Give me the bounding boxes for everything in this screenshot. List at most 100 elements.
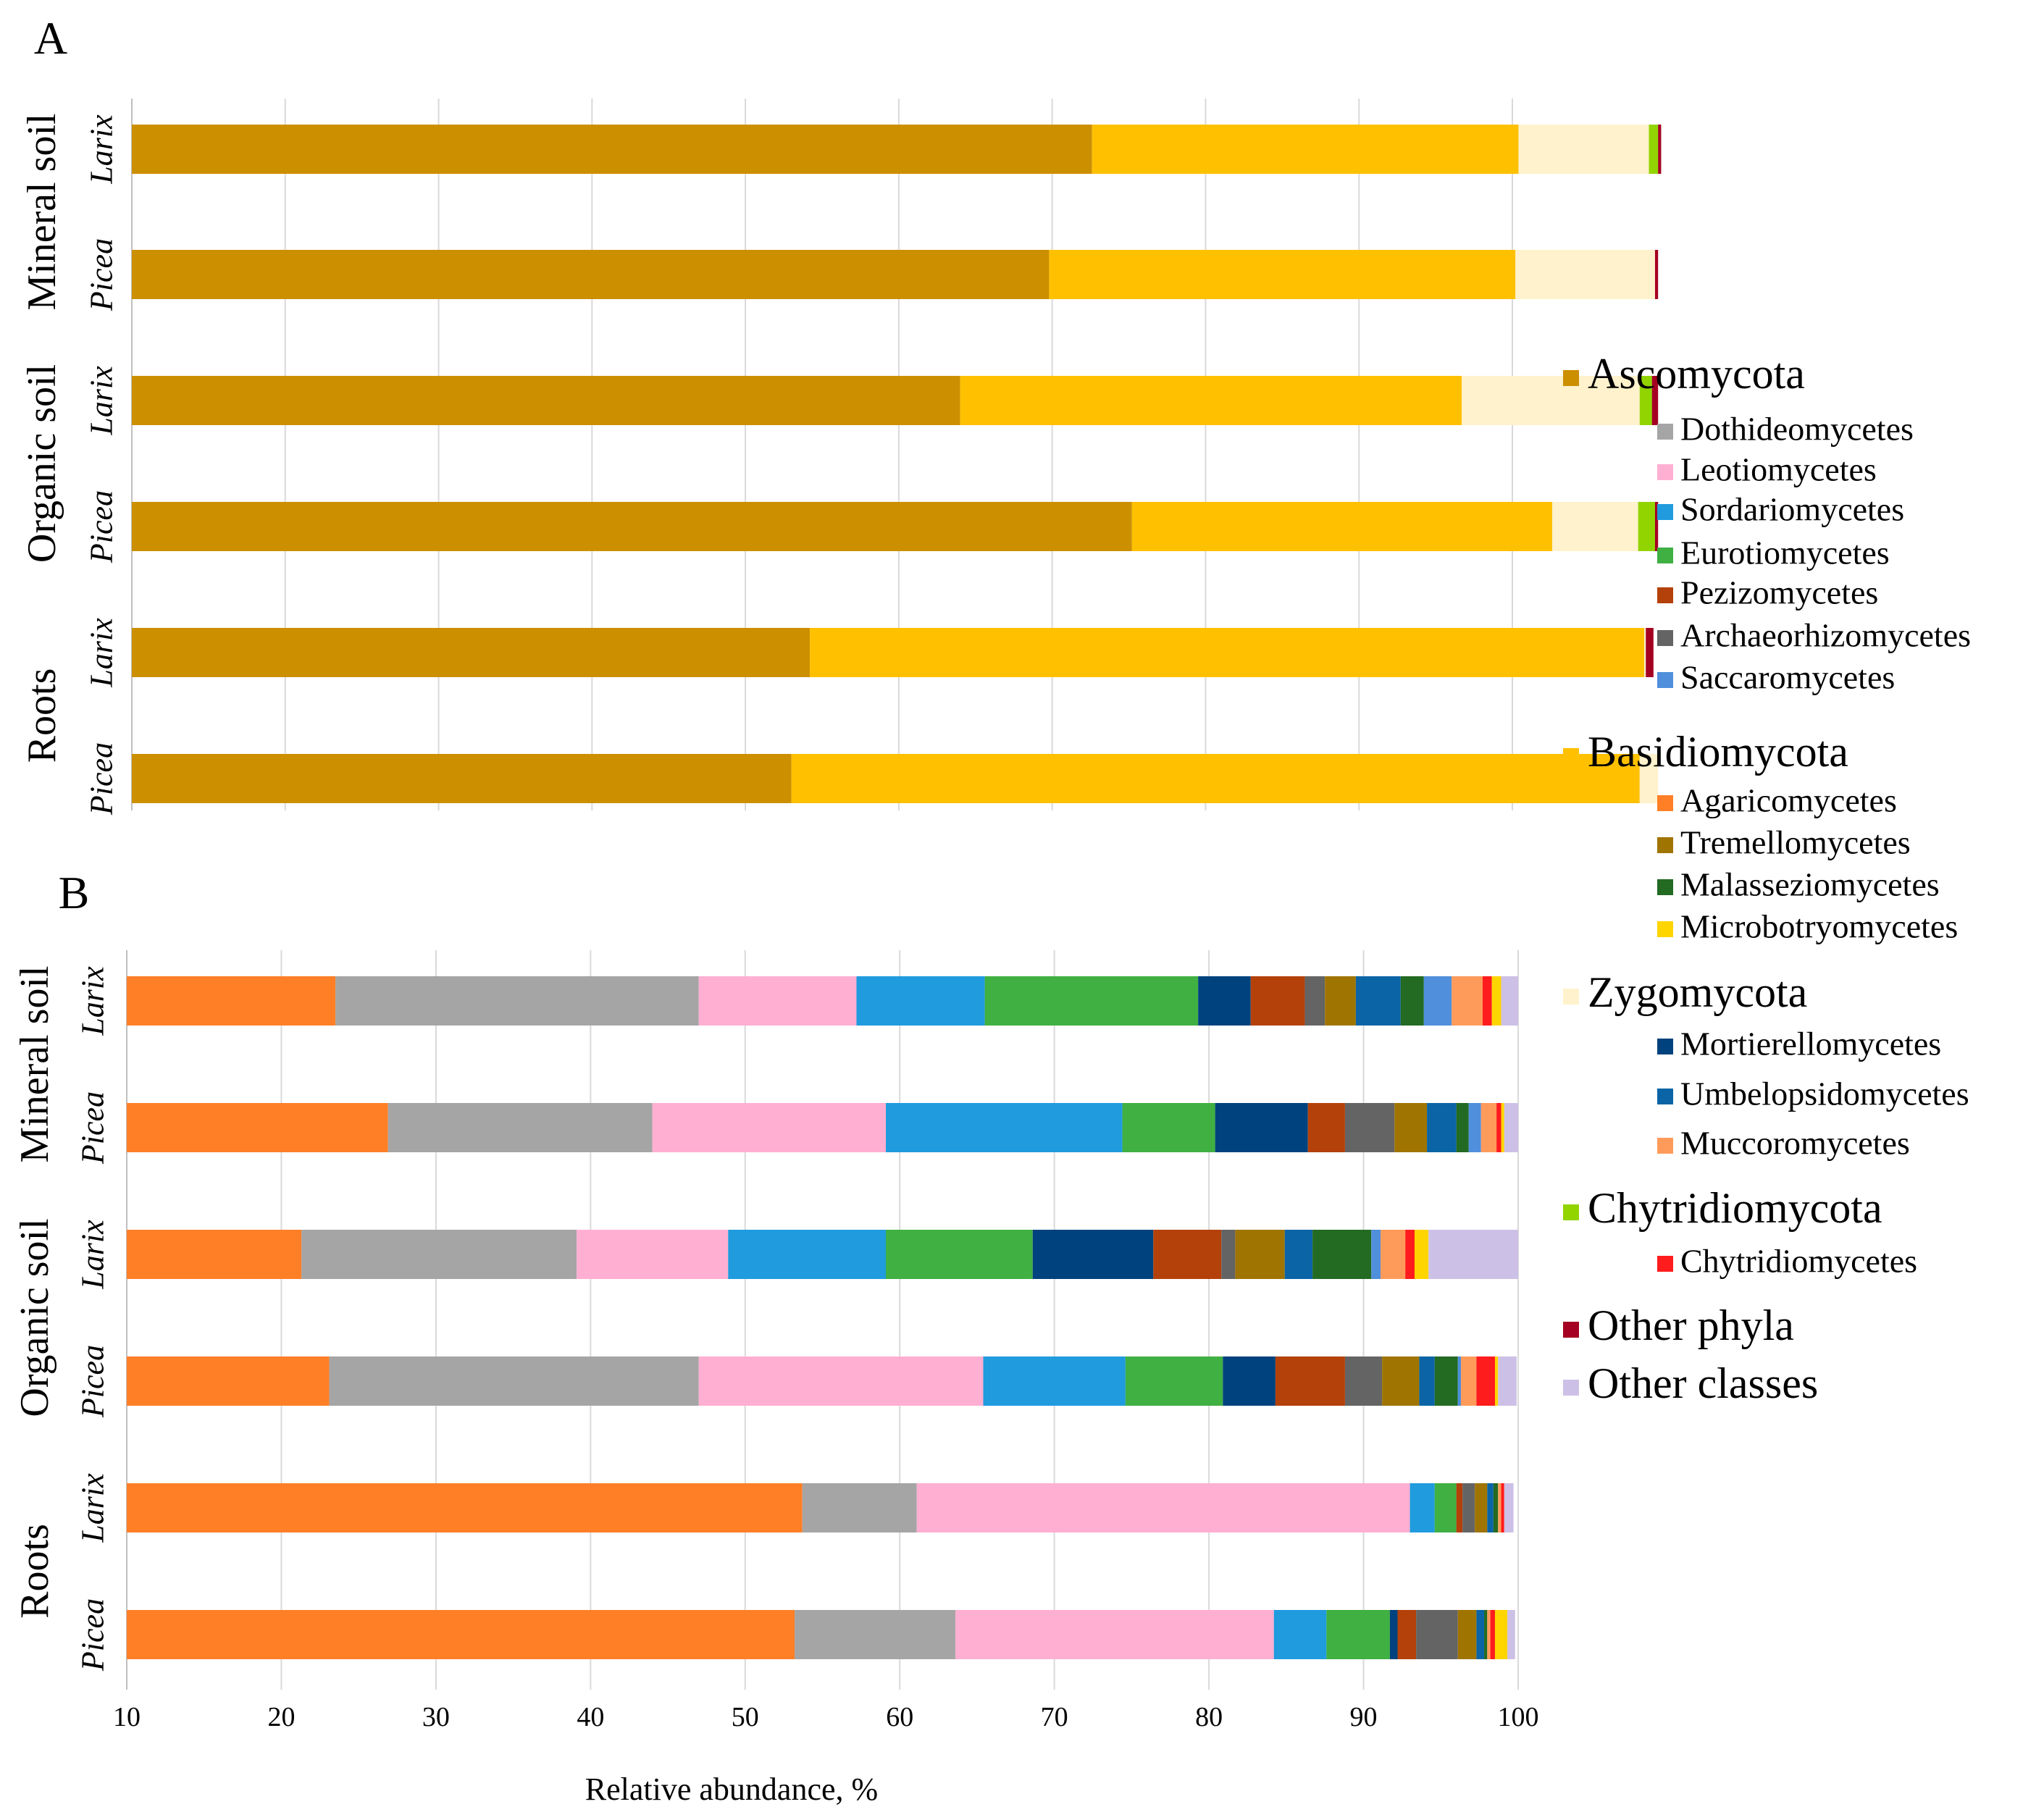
legend-label-archaeorhizomycetes: Archaeorhizomycetes xyxy=(1680,617,1971,654)
x-tick-label: 60 xyxy=(886,1702,913,1732)
bar-segment-mortierellomycetes xyxy=(1198,976,1251,1026)
bar-segment-other-phyla xyxy=(1651,376,1659,425)
bar-segment-other-phyla xyxy=(1646,628,1654,677)
bar-segment-zygomycota xyxy=(1462,376,1640,425)
bar-label-larix: Larix xyxy=(84,618,120,688)
legend-label-leotiomycetes: Leotiomycetes xyxy=(1680,451,1877,488)
bar-segment-tremellomycetes xyxy=(1475,1483,1488,1532)
legend-label-muccoromycetes: Muccoromycetes xyxy=(1680,1125,1910,1162)
x-tick-label: 80 xyxy=(1195,1702,1223,1732)
bar-segment-ascomycota xyxy=(132,250,1050,299)
x-tick-label: 10 xyxy=(113,1702,141,1732)
bar-label-larix: Larix xyxy=(84,366,120,436)
legend-swatch-dothideomycetes xyxy=(1657,424,1673,440)
group-label-roots: Roots xyxy=(12,1524,57,1619)
legend-swatch-ascomycota xyxy=(1563,370,1579,386)
legend-label-dothideomycetes: Dothideomycetes xyxy=(1680,411,1914,448)
legend-label-chytridiomycetes: Chytridiomycetes xyxy=(1680,1243,1917,1280)
legend-swatch-eurotiomycetes xyxy=(1657,548,1673,563)
bar-segment-ascomycota xyxy=(132,125,1092,174)
bar-segment-dothideomycetes xyxy=(795,1610,956,1659)
bar-segment-eurotiomycetes xyxy=(984,976,1199,1026)
bar-segment-basidiomycota xyxy=(1049,250,1516,299)
legend-swatch-other-classes xyxy=(1563,1380,1579,1396)
group-label-mineral-soil: Mineral soil xyxy=(12,965,57,1162)
bar-segment-malasseziomycetes xyxy=(1456,1103,1469,1152)
bar-segment-eurotiomycetes xyxy=(1434,1483,1457,1532)
legend: Ascomycota DothideomycetesLeotiomycetesSo… xyxy=(1563,350,1971,1407)
bar-segment-malasseziomycetes xyxy=(1400,976,1424,1026)
bar-segment-umbelopsidomycetes xyxy=(1476,1610,1485,1659)
bar-segment-zygomycota xyxy=(1515,250,1655,299)
bar-segment-muccoromycetes xyxy=(1487,1610,1491,1659)
bar-segment-muccoromycetes xyxy=(1461,1356,1477,1406)
legend-label-ascomycota: Ascomycota xyxy=(1588,350,1805,398)
bar-segment-other-classes xyxy=(1504,1483,1514,1532)
legend-swatch-muccoromycetes xyxy=(1657,1138,1673,1154)
legend-swatch-leotiomycetes xyxy=(1657,464,1673,480)
bar-segment-zygomycota xyxy=(1644,628,1646,677)
legend-label-chytridiomycota: Chytridiomycota xyxy=(1588,1184,1882,1232)
bar-label-larix: Larix xyxy=(75,1220,111,1290)
bar-segment-chytridiomycetes xyxy=(1501,1483,1504,1532)
bar-segment-muccoromycetes xyxy=(1452,976,1483,1026)
bar-segment-chytridiomycota xyxy=(1649,125,1659,174)
bar-segment-malasseziomycetes xyxy=(1484,1610,1488,1659)
bar-segment-agaricomycetes xyxy=(127,1610,795,1659)
bar-segment-sordariomycetes xyxy=(1273,1610,1327,1659)
bar-segment-basidiomycota xyxy=(1092,125,1519,174)
bar-segment-malasseziomycetes xyxy=(1493,1483,1499,1532)
bar-segment-tremellomycetes xyxy=(1235,1230,1285,1279)
legend-label-sordariomycetes: Sordariomycetes xyxy=(1680,491,1904,528)
bar-segment-dothideomycetes xyxy=(329,1356,699,1406)
bar-segment-malasseziomycetes xyxy=(1312,1230,1372,1279)
legend-label-agaricomycetes: Agaricomycetes xyxy=(1680,782,1897,819)
legend-swatch-basidiomycota xyxy=(1563,748,1579,764)
bar-segment-zygomycota xyxy=(1518,125,1649,174)
legend-swatch-tremellomycetes xyxy=(1657,837,1673,853)
bar-segment-other-phyla xyxy=(1654,502,1659,551)
bar-segment-dothideomycetes xyxy=(388,1103,653,1152)
bar-segment-other-phyla xyxy=(1654,250,1659,299)
legend-label-eurotiomycetes: Eurotiomycetes xyxy=(1680,534,1890,571)
legend-swatch-mortierellomycetes xyxy=(1657,1039,1673,1054)
bar-segment-tremellomycetes xyxy=(1325,976,1356,1026)
legend-swatch-chytridiomycota xyxy=(1563,1204,1579,1220)
bar-segment-umbelopsidomycetes xyxy=(1487,1483,1494,1532)
group-label-roots: Roots xyxy=(20,668,64,763)
bar-segment-dothideomycetes xyxy=(335,976,699,1026)
bar-segment-eurotiomycetes xyxy=(886,1230,1033,1279)
bar-segment-muccoromycetes xyxy=(1381,1230,1406,1279)
bar-label-larix: Larix xyxy=(84,114,120,185)
bar-segment-leotiomycetes xyxy=(652,1103,887,1152)
bar-segment-tremellomycetes xyxy=(1394,1103,1428,1152)
bar-segment-pezizomycetes xyxy=(1275,1356,1345,1406)
legend-swatch-microbotryomycetes xyxy=(1657,921,1673,937)
legend-label-other-phyla: Other phyla xyxy=(1588,1301,1794,1349)
bar-segment-pezizomycetes xyxy=(1250,976,1305,1026)
bar-segment-mortierellomycetes xyxy=(1215,1103,1308,1152)
bar-segment-saccaromycetes xyxy=(1468,1103,1481,1152)
bar-segment-eurotiomycetes xyxy=(1122,1103,1215,1152)
bar-label-picea: Picea xyxy=(84,490,120,563)
bar-segment-muccoromycetes xyxy=(1498,1483,1501,1532)
bar-segment-other-classes xyxy=(1501,976,1518,1026)
bar-segment-other-classes xyxy=(1498,1356,1517,1406)
bar-segment-chytridiomycetes xyxy=(1405,1230,1415,1279)
legend-label-saccaromycetes: Saccaromycetes xyxy=(1680,659,1895,696)
bar-segment-basidiomycota xyxy=(810,628,1645,677)
bar-segment-ascomycota xyxy=(132,754,792,803)
legend-label-malasseziomycetes: Malasseziomycetes xyxy=(1680,866,1940,903)
legend-swatch-agaricomycetes xyxy=(1657,795,1673,811)
bar-segment-saccaromycetes xyxy=(1371,1230,1381,1279)
bar-segment-mortierellomycetes xyxy=(1389,1610,1398,1659)
bar-segment-zygomycota xyxy=(1639,754,1659,803)
bar-segment-tremellomycetes xyxy=(1457,1610,1477,1659)
panel-label: A xyxy=(34,12,67,64)
legend-label-zygomycota: Zygomycota xyxy=(1588,968,1807,1016)
legend-swatch-pezizomycetes xyxy=(1657,587,1673,603)
legend-swatch-zygomycota xyxy=(1563,989,1579,1005)
legend-label-tremellomycetes: Tremellomycetes xyxy=(1680,824,1911,861)
bar-segment-archaeorhizomycetes xyxy=(1344,1103,1395,1152)
bar-segment-umbelopsidomycetes xyxy=(1355,976,1401,1026)
